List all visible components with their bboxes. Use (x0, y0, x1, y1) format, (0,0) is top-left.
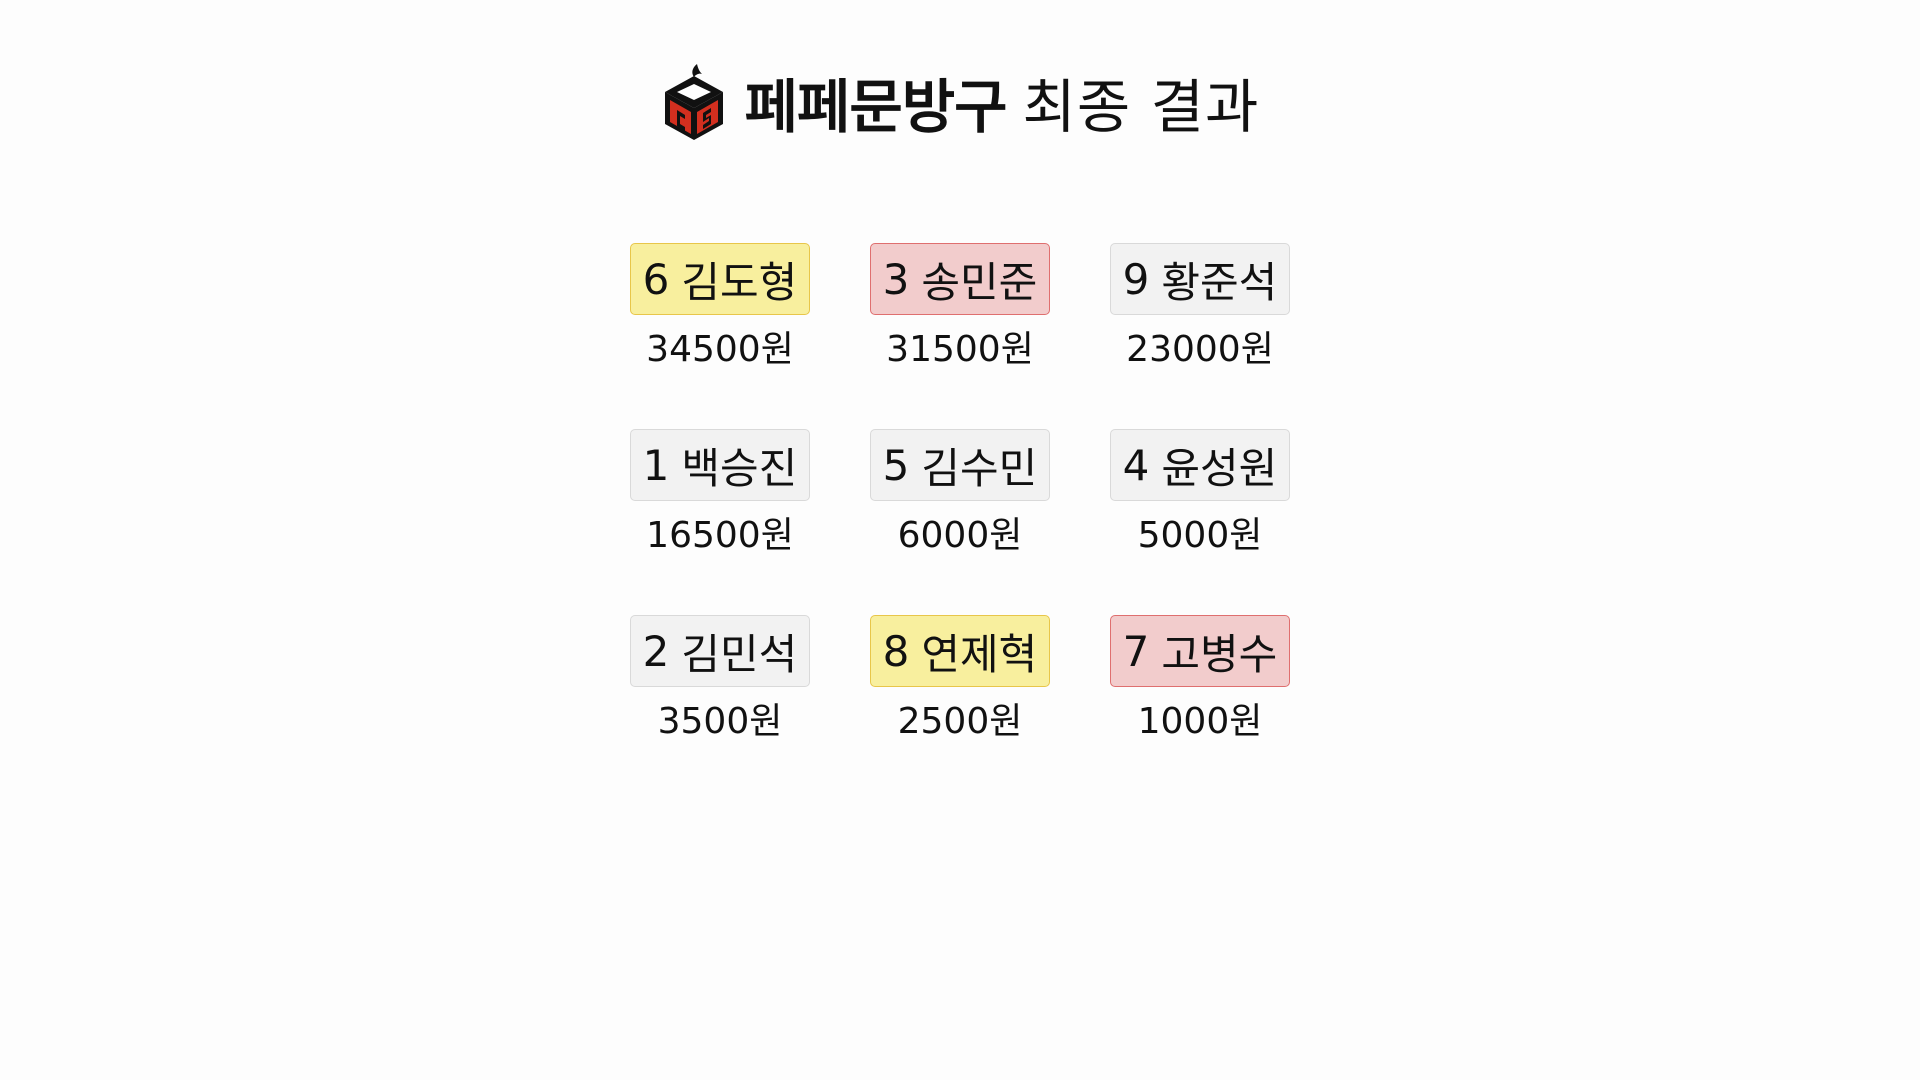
player-number: 2 (642, 626, 670, 676)
title-brand: 페페문방구 (744, 73, 1008, 141)
player-amount: 31500원 (886, 329, 1034, 370)
player-name: 윤성원 (1161, 443, 1278, 493)
result-card: 9 황준석 23000원 (1080, 243, 1320, 375)
result-card: 4 윤성원 5000원 (1080, 429, 1320, 561)
result-card: 2 김민석 3500원 (600, 615, 840, 747)
cube-logo-icon (664, 64, 723, 140)
result-card: 3 송민준 31500원 (840, 243, 1080, 375)
player-amount: 23000원 (1126, 329, 1274, 370)
player-badge: 9 황준석 (1109, 243, 1291, 315)
result-card: 1 백승진 16500원 (600, 429, 840, 561)
title-subtitle: 최종 결과 (1022, 73, 1260, 141)
player-badge: 5 김수민 (869, 429, 1051, 501)
player-name: 송민준 (921, 257, 1038, 307)
player-badge: 3 송민준 (869, 243, 1051, 315)
player-name: 연제혁 (921, 629, 1038, 679)
player-badge: 1 백승진 (629, 429, 811, 501)
player-amount: 16500원 (646, 515, 794, 556)
player-number: 9 (1122, 254, 1150, 304)
player-number: 3 (882, 254, 910, 304)
player-badge: 2 김민석 (629, 615, 811, 687)
player-name: 백승진 (681, 443, 798, 493)
player-number: 1 (642, 440, 670, 490)
player-number: 5 (882, 440, 910, 490)
player-badge: 8 연제혁 (869, 615, 1051, 687)
player-badge: 7 고병수 (1109, 615, 1291, 687)
results-grid: 6 김도형 34500원 3 송민준 31500원 9 황준석 23000원 1… (600, 243, 1320, 747)
player-name: 김도형 (681, 257, 798, 307)
player-badge: 6 김도형 (629, 243, 811, 315)
result-card: 8 연제혁 2500원 (840, 615, 1080, 747)
player-amount: 2500원 (897, 701, 1023, 742)
result-card: 6 김도형 34500원 (600, 243, 840, 375)
player-amount: 34500원 (646, 329, 794, 370)
player-badge: 4 윤성원 (1109, 429, 1291, 501)
player-amount: 5000원 (1137, 515, 1263, 556)
player-number: 4 (1122, 440, 1150, 490)
player-number: 7 (1122, 626, 1150, 676)
result-card: 7 고병수 1000원 (1080, 615, 1320, 747)
player-amount: 6000원 (897, 515, 1023, 556)
player-name: 고병수 (1161, 629, 1278, 679)
player-amount: 1000원 (1137, 701, 1263, 742)
player-name: 황준석 (1161, 257, 1278, 307)
player-amount: 3500원 (657, 701, 783, 742)
player-number: 6 (642, 254, 670, 304)
player-name: 김민석 (681, 629, 798, 679)
player-name: 김수민 (921, 443, 1038, 493)
player-number: 8 (882, 626, 910, 676)
result-card: 5 김수민 6000원 (840, 429, 1080, 561)
page-title: 페페문방구 최종 결과 (0, 52, 1920, 152)
